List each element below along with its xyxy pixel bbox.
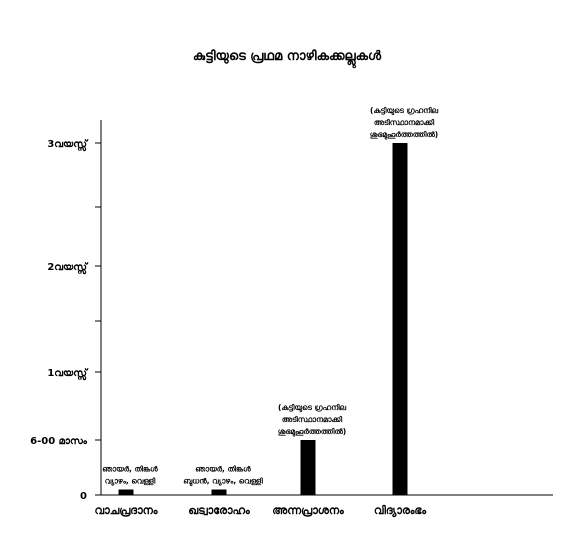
bar-annotation: ശുഭമുഹൂർത്തത്തിൽ) [370,129,439,140]
bar-annotation: ഞായർ, തിങ്കൾ [102,464,159,474]
bar-annotation: വ്യാഴം, വെള്ളി [105,476,156,487]
chart-title: കുട്ടിയുടെ പ്രഥമ നാഴികക്കല്ലുകൾ [193,48,382,69]
y-ticks: 0 6-00 മാസം 1വയസ്സ് 2വയസ്സ് 3വയസ്സ് [30,138,101,502]
bar-annotation: ഞായർ, തിങ്കൾ [195,464,252,474]
bar [211,489,227,495]
y-tick-label: 0 [80,491,87,502]
bar-annotation: (കുട്ടിയുടെ ഗ്രഹനില [278,402,347,413]
bars [118,143,408,495]
bar-annotation: (കുട്ടിയുടെ ഗ്രഹനില [370,105,439,116]
bar [392,143,408,495]
bar [118,489,134,495]
bar-annotation: ബുധൻ, വ്യാഴം, വെള്ളി [183,476,263,487]
y-tick-label: 6-00 മാസം [30,436,88,447]
x-tick-label: ഖട്വാരോഹം [188,504,250,517]
bar-labels: ഞായർ, തിങ്കൾ വ്യാഴം, വെള്ളി ഞായർ, തിങ്കൾ ബു… [102,105,438,487]
y-tick-label: 3വയസ്സ് [47,138,89,152]
x-tick-label: അന്നപ്രാശനം [272,504,344,517]
bar-annotation: അടിസ്ഥാനമാക്കി [374,117,435,127]
bar-annotation: അടിസ്ഥാനമാക്കി [282,414,343,424]
bar [300,440,316,495]
x-tick-label: വിദ്യാരംഭം [374,504,427,518]
y-tick-label: 1വയസ്സ് [47,367,89,381]
y-tick-label: 2വയസ്സ് [47,261,89,275]
bar-annotation: ശുഭമുഹൂർത്തത്തിൽ) [278,426,347,437]
x-tick-label: വാചപ്രദാനം [94,504,157,517]
x-tick-labels: വാചപ്രദാനം ഖട്വാരോഹം അന്നപ്രാശനം വിദ്യാരംഭം [94,504,426,518]
